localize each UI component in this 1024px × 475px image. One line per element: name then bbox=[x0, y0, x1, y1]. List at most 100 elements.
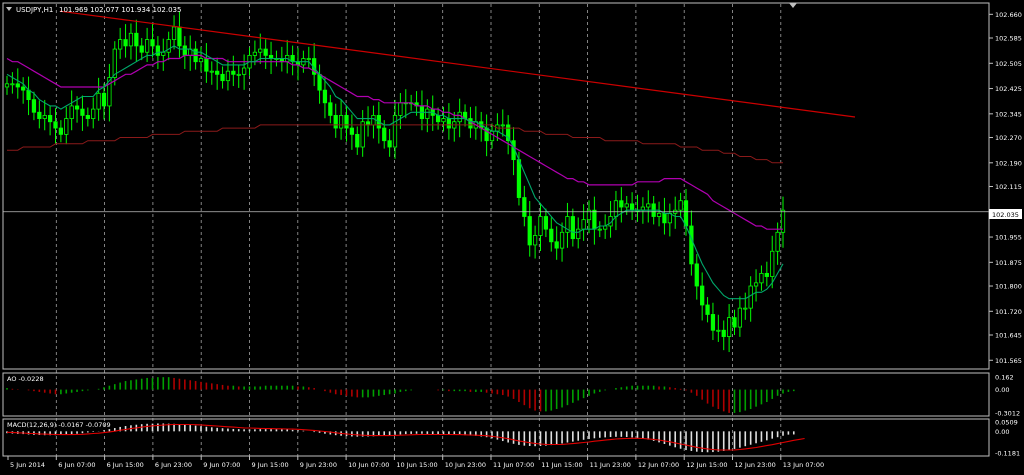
current-price-label: 102.035 bbox=[992, 211, 1019, 219]
price-tick-label: 101.800 bbox=[995, 283, 1022, 291]
candle-body bbox=[4, 83, 10, 88]
candle-body bbox=[128, 32, 134, 47]
candle-body bbox=[743, 307, 748, 310]
symbol-header: USDJPY,H1 101.969 102.077 101.934 102.03… bbox=[6, 6, 181, 14]
candle-body bbox=[705, 304, 710, 315]
candle-body bbox=[338, 115, 344, 129]
candle-body bbox=[58, 127, 64, 135]
candle-body bbox=[322, 89, 328, 104]
candle-body bbox=[231, 70, 236, 75]
candle-body bbox=[333, 115, 338, 129]
candle-body bbox=[387, 140, 392, 148]
price-tick-label: 102.115 bbox=[995, 183, 1022, 191]
time-tick-label: 9 Jun 23:00 bbox=[300, 461, 337, 469]
candle-body bbox=[581, 219, 586, 230]
candle-body bbox=[457, 111, 462, 123]
candle-body bbox=[597, 228, 602, 231]
candle-body bbox=[53, 121, 58, 129]
time-tick-label: 10 Jun 15:00 bbox=[396, 461, 437, 469]
candle-body bbox=[155, 45, 161, 56]
time-tick-label: 6 Jun 15:00 bbox=[107, 461, 144, 469]
price-tick-label: 102.585 bbox=[995, 35, 1022, 43]
candle-body bbox=[489, 130, 495, 142]
candle-body bbox=[678, 200, 683, 211]
time-tick-label: 11 Jun 07:00 bbox=[493, 461, 534, 469]
candle-body bbox=[26, 89, 31, 101]
candle-body bbox=[306, 58, 311, 60]
candle-body bbox=[435, 115, 441, 123]
candle-body bbox=[123, 39, 128, 47]
candle-body bbox=[80, 108, 85, 116]
candle-body bbox=[522, 197, 527, 217]
time-tick-label: 13 Jun 07:00 bbox=[783, 461, 824, 469]
symbol-label: USDJPY,H1 bbox=[16, 6, 53, 14]
candle-body bbox=[570, 216, 575, 240]
candle-body bbox=[506, 124, 511, 142]
candle-body bbox=[91, 108, 96, 119]
candle-body bbox=[527, 216, 532, 246]
candle-body bbox=[220, 73, 225, 82]
price-tick-label: 101.645 bbox=[995, 331, 1022, 339]
candle-body bbox=[263, 48, 268, 56]
ao-panel-frame bbox=[2, 372, 990, 417]
candle-body bbox=[360, 121, 365, 148]
candle-body bbox=[425, 108, 430, 119]
time-tick-label: 11 Jun 23:00 bbox=[590, 461, 631, 469]
candle-body bbox=[382, 127, 387, 142]
candle-body bbox=[683, 200, 689, 227]
time-tick-label: 12 Jun 23:00 bbox=[735, 461, 776, 469]
time-tick-label: 12 Jun 15:00 bbox=[686, 461, 727, 469]
candle-body bbox=[629, 203, 635, 211]
candle-body bbox=[317, 73, 322, 91]
candle-body bbox=[258, 48, 263, 53]
candle-body bbox=[15, 83, 20, 88]
time-tick-label: 6 Jun 23:00 bbox=[155, 461, 192, 469]
candle-body bbox=[780, 209, 786, 233]
candle-body bbox=[171, 26, 177, 40]
macd-panel-frame bbox=[2, 418, 990, 457]
time-tick-label: 11 Jun 15:00 bbox=[541, 461, 582, 469]
trendline bbox=[59, 10, 856, 118]
macd-axis-label: 0.0509 bbox=[995, 419, 1018, 427]
candle-body bbox=[182, 45, 187, 56]
candle-body bbox=[646, 203, 651, 208]
candle-body bbox=[64, 118, 69, 135]
candle-body bbox=[209, 70, 214, 73]
candle-body bbox=[392, 115, 398, 148]
candle-body bbox=[721, 329, 726, 337]
macd-axis-label: 0.00 bbox=[995, 428, 1009, 436]
candle-body bbox=[554, 241, 559, 249]
candle-body bbox=[10, 83, 15, 86]
candle-body bbox=[69, 105, 74, 119]
candle-body bbox=[134, 32, 139, 47]
candle-body bbox=[576, 228, 581, 240]
candle-body bbox=[101, 92, 107, 107]
candle-body bbox=[118, 39, 123, 50]
candle-body bbox=[619, 200, 624, 208]
candle-body bbox=[726, 317, 732, 337]
candle-body bbox=[31, 99, 37, 113]
candle-body bbox=[441, 118, 446, 123]
candle-body bbox=[710, 314, 716, 331]
time-tick-label: 10 Jun 07:00 bbox=[348, 461, 389, 469]
chart-shift-marker-icon[interactable] bbox=[789, 3, 797, 8]
candle-body bbox=[613, 200, 619, 217]
ma-fast-line bbox=[6, 45, 784, 300]
candle-body bbox=[538, 216, 543, 236]
macd-title: MACD(12,26,9) -0.0167 -0.0709 bbox=[7, 421, 111, 429]
candle-body bbox=[592, 209, 597, 230]
candle-body bbox=[624, 203, 629, 208]
ohlc-values: 101.969 102.077 101.934 102.035 bbox=[59, 6, 181, 14]
candle-body bbox=[355, 133, 360, 148]
candle-body bbox=[166, 39, 171, 53]
candle-body bbox=[516, 159, 522, 198]
time-tick-label: 9 Jun 15:00 bbox=[252, 461, 289, 469]
candle-body bbox=[177, 26, 182, 47]
candle-body bbox=[446, 118, 452, 129]
dropdown-triangle-icon[interactable] bbox=[6, 7, 12, 11]
candle-body bbox=[236, 73, 241, 76]
candle-body bbox=[716, 329, 721, 332]
